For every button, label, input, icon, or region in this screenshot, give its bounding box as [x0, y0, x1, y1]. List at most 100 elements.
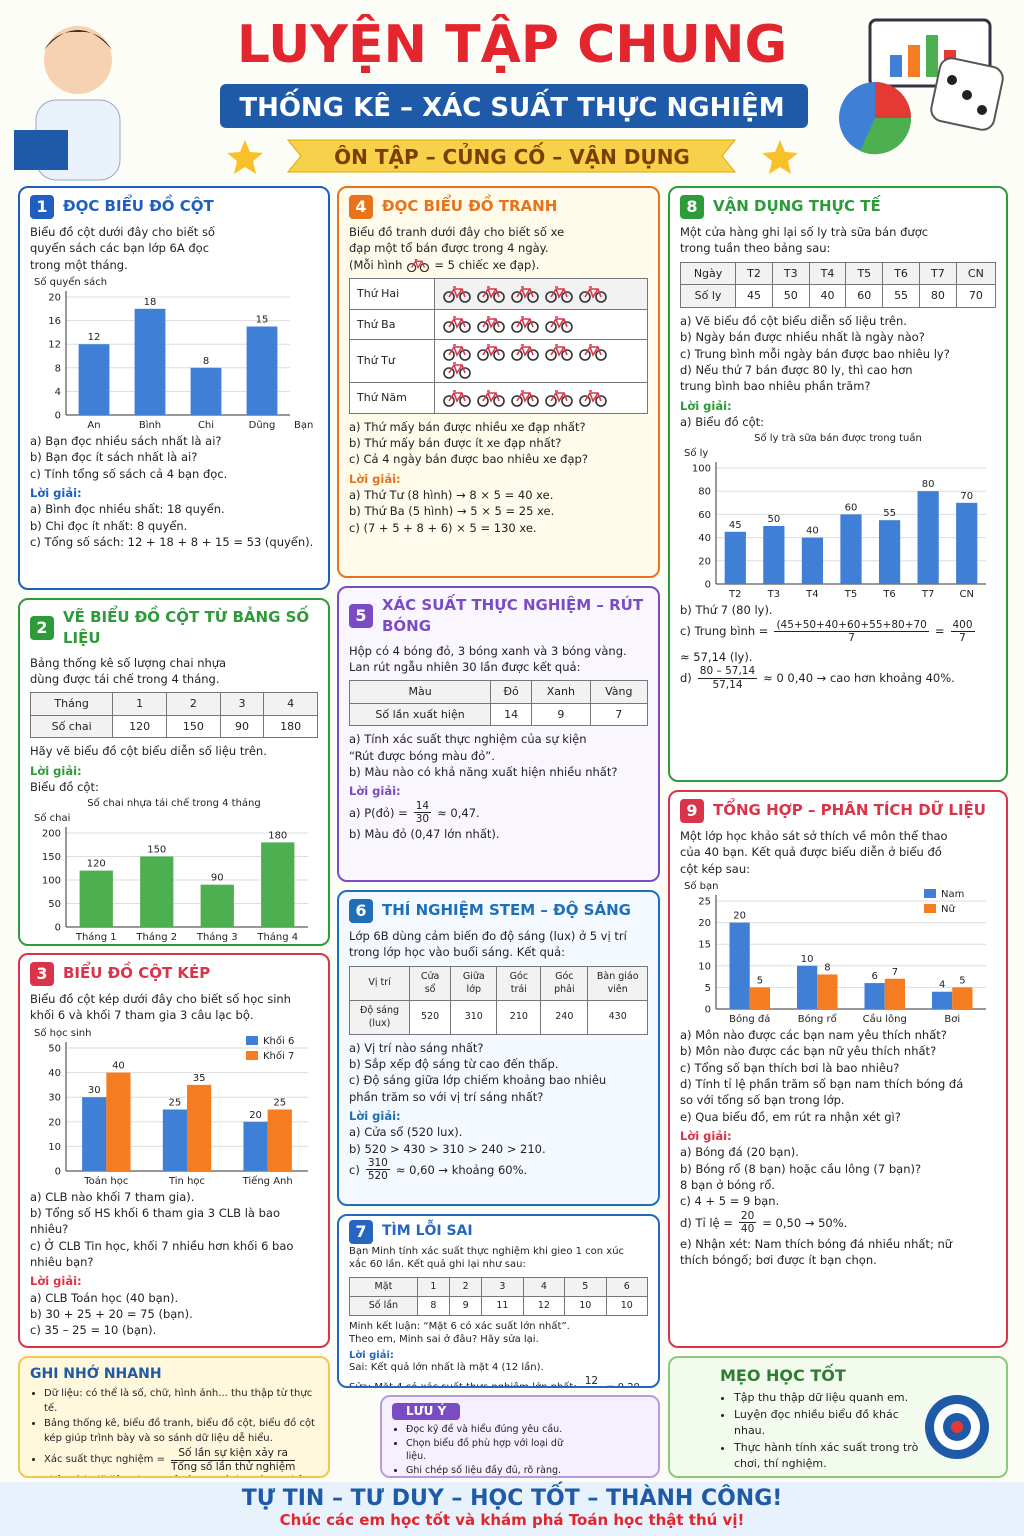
memo-box: GHI NHỚ NHANH Dữ liệu: có thể là số, chữ…: [18, 1356, 330, 1478]
section-title: VẼ BIỂU ĐỒ CỘT TỪ BẢNG SỐ LIỆU: [63, 608, 310, 648]
section-header: 2 VẼ BIỂU ĐỒ CỘT TỪ BẢNG SỐ LIỆU: [30, 607, 318, 650]
wheel: [443, 321, 455, 334]
subtitle: THỐNG KÊ – XÁC SUẤT THỰC NGHIỆM: [239, 87, 784, 123]
list-item: Tập thu thập dữ liệu quanh em.: [734, 1390, 924, 1406]
picto-row: Thứ Ba: [349, 308, 648, 341]
fraction: 20 40: [738, 1210, 757, 1236]
text-line: a) Bạn đọc nhiều sách nhất là ai?: [30, 433, 222, 448]
section-title: VẬN DỤNG THỰC TẾ: [713, 197, 881, 216]
text-line: d) Tỉ lệ = 20 40 = 0,50 → 50%.: [680, 1210, 996, 1236]
picto-cell: [434, 339, 648, 384]
picto-cell: [434, 382, 648, 414]
section-number: 7: [349, 1220, 373, 1244]
y-tick-label: 60: [698, 510, 711, 521]
frame: [550, 390, 568, 403]
value-label: 120: [87, 859, 106, 870]
legend-swatch: [924, 888, 936, 898]
y-tick-label: 25: [698, 896, 711, 907]
text: d) Tỉ lệ =: [680, 1215, 733, 1230]
tagline-ribbon: [286, 139, 737, 173]
pip: [977, 105, 987, 115]
numerator: 400: [950, 618, 975, 633]
table-cell: 520: [409, 999, 452, 1035]
solution-label: Lời giải:: [349, 1108, 401, 1123]
bike-icon: [443, 344, 471, 362]
x-axis-label: Bạn: [294, 420, 313, 431]
table-cell: Góc trái: [496, 965, 542, 1001]
bar: [106, 1072, 131, 1171]
section-title: TỔNG HỢP – PHÂN TÍCH DỮ LIỆU: [713, 801, 986, 820]
section: 8 VẬN DỤNG THỰC TẾ Một cửa hàng ghi lại số…: [668, 186, 1008, 782]
text-line: trong lớp học vào buổi sáng. Kết quả:: [349, 945, 566, 960]
table-cell: 210: [496, 999, 542, 1035]
teacher-head: [44, 26, 112, 94]
list-item: Xác suất thực nghiệm = Số lần sự kiện xảy…: [44, 1447, 318, 1473]
fraction: 1260: [583, 1375, 600, 1388]
table-cell: 40: [808, 284, 847, 308]
section-header: 6 THÍ NGHIỆM STEM – ĐỘ SÁNG: [349, 899, 648, 923]
frame: [516, 344, 534, 358]
picto-icons: [442, 316, 578, 334]
table-cell: 6: [605, 1276, 649, 1297]
bike-icon: [443, 285, 471, 303]
table-cell: 120: [112, 714, 168, 739]
bike-icon: [545, 316, 573, 334]
table-row: Ngày T2 T3 T4 T5 T6 T7 CN: [679, 261, 997, 286]
bar-chart: Số chai nhựa tái chế trong 4 tháng Số cha…: [34, 797, 308, 943]
table-cell: 2: [449, 1276, 483, 1297]
section: 3 BIỂU ĐỒ CỘT KÉP Biểu đồ cột kép dưới đây…: [18, 953, 330, 1348]
y-tick-label: 30: [48, 1092, 61, 1103]
text-line: a) Bình đọc nhiều shất: 18 quyển.: [30, 502, 225, 517]
wheel: [511, 290, 523, 303]
fraction: 14 30: [413, 800, 432, 826]
value-label: 20: [733, 911, 746, 922]
value-label: 25: [273, 1097, 286, 1108]
y-tick-label: 0: [55, 410, 61, 421]
text-line: trong một tháng.: [30, 257, 128, 272]
x-tick-label: Bóng đá: [729, 1013, 770, 1025]
star: [762, 140, 798, 174]
bike-icon: [477, 285, 505, 303]
y-tick-label: 200: [42, 829, 61, 840]
text-line: cột kép sau:: [680, 861, 751, 876]
text-line: d) Nếu thứ 7 bán được 80 ly, thì cao hơn: [680, 362, 913, 377]
text-line: Sai: Kết quả lớn nhất là mặt 4 (12 lần).: [349, 1362, 544, 1374]
table-cell: 150: [166, 714, 221, 739]
section-title: ĐỌC BIỂU ĐỒ CỘT: [63, 197, 214, 216]
text-line: b) Màu đỏ (0,47 lớn nhất).: [349, 826, 500, 841]
table-cell: T5: [845, 261, 884, 286]
text-line: d) Tính tỉ lệ phần trăm số bạn nam thích…: [680, 1076, 964, 1091]
denominator: 520: [367, 1170, 388, 1183]
chart-title: Số ly trà sữa bán được trong tuần: [754, 432, 922, 444]
numerator: 12: [584, 1375, 599, 1388]
bar: [243, 1121, 268, 1171]
table-cell: 10: [605, 1295, 649, 1316]
bike-icon: [477, 390, 505, 407]
section-number: 5: [349, 604, 373, 629]
y-tick-label: 12: [48, 340, 61, 351]
solution-label: Lời giải:: [349, 1349, 394, 1361]
section-title: TÌM LỖI SAI: [382, 1223, 473, 1240]
bike-icon: [511, 316, 539, 334]
table-cell: 60: [845, 284, 884, 308]
frame: [584, 390, 602, 403]
text-line: Bảng thống kê số lượng chai nhựa: [30, 655, 227, 670]
y-tick-label: 40: [698, 533, 711, 544]
x-tick-label: T5: [844, 589, 857, 600]
x-tick-label: Bình: [139, 419, 161, 431]
wheel: [493, 290, 505, 303]
note-title: LƯU Ý: [392, 1403, 461, 1421]
text: ≈ 0,60 → khoảng 60%.: [395, 1162, 528, 1177]
section-header: 4 ĐỌC BIỂU ĐỒ TRANH: [349, 195, 648, 219]
tips-list: Tập thu thập dữ liệu quanh em. Luyện đọc …: [720, 1390, 924, 1472]
table-row: Mặt 1 2 3 4 5 6: [349, 1276, 649, 1297]
frame: [482, 344, 500, 358]
frame: [448, 285, 466, 299]
value-label: 50: [767, 514, 780, 525]
table-cell: 7: [589, 702, 649, 727]
table-row: Độ sáng (lux) 520 310 210 240 430: [348, 999, 648, 1035]
table-cell: Mặt: [349, 1276, 418, 1297]
text-line: a) CLB nào khối 7 tham gia).: [30, 1189, 195, 1204]
table-cell: 240: [540, 999, 589, 1035]
fraction: (45+50+40+60+55+80+70 7: [774, 619, 929, 645]
